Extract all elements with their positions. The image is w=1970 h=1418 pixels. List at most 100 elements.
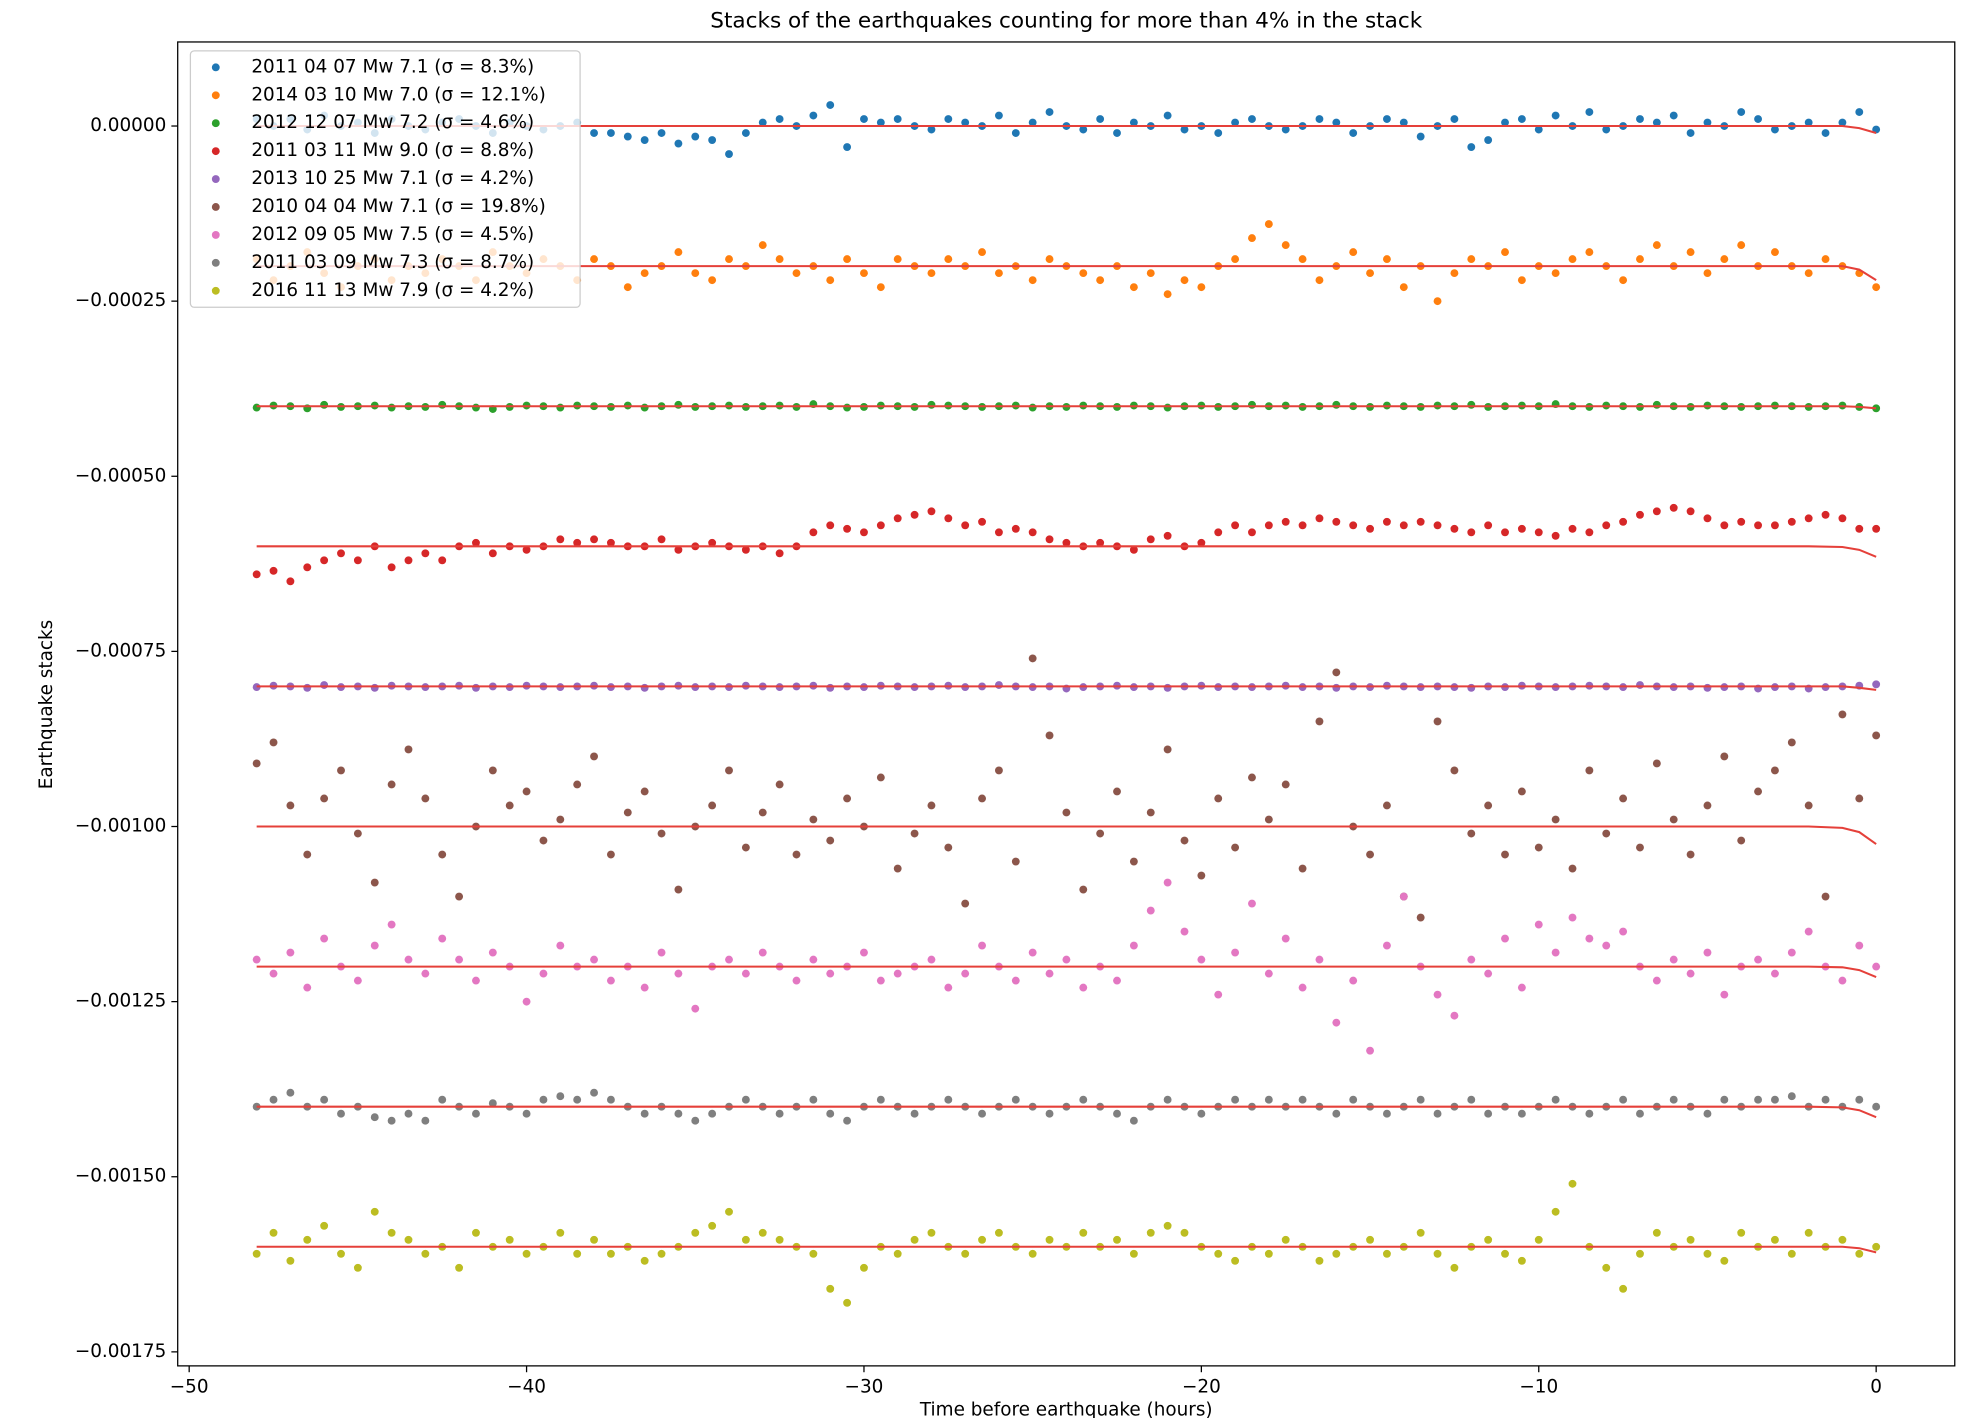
point [674, 400, 683, 409]
point [893, 115, 902, 123]
point [1433, 521, 1442, 530]
point [1298, 864, 1307, 873]
point [1248, 234, 1256, 243]
point [623, 132, 632, 141]
fit-line [256, 965, 1877, 979]
point [876, 118, 885, 127]
point [741, 969, 750, 978]
legend-marker [211, 203, 220, 211]
y-tick-label: −0.00100 [75, 816, 166, 837]
point [421, 1116, 430, 1125]
point [978, 941, 986, 950]
point [590, 129, 598, 137]
point [1484, 521, 1493, 530]
point [1399, 283, 1408, 292]
point [657, 129, 666, 137]
point [455, 955, 464, 964]
point [691, 1004, 700, 1013]
x-tick-label: −20 [1182, 1376, 1221, 1397]
point [1669, 955, 1678, 964]
point [1062, 808, 1071, 817]
point [1248, 899, 1256, 908]
point [1838, 710, 1847, 719]
legend-marker [211, 175, 220, 183]
point [826, 836, 835, 845]
legend-label: 2010 04 04 Mw 7.1 (σ = 19.8%) [251, 196, 546, 217]
point [1703, 269, 1712, 278]
point [1838, 1235, 1847, 1244]
point [944, 514, 953, 523]
point [269, 566, 278, 575]
point [1399, 118, 1408, 127]
point [1855, 941, 1864, 950]
point [961, 899, 970, 908]
point [1231, 843, 1240, 852]
y-tick-label: −0.00075 [75, 640, 166, 661]
point [1467, 143, 1476, 151]
y-tick-label: −0.00050 [75, 465, 166, 486]
point [1315, 955, 1324, 964]
point [623, 808, 632, 817]
point [1585, 1109, 1594, 1118]
point [1028, 1249, 1037, 1258]
point [809, 528, 818, 537]
point [1129, 941, 1138, 950]
point [320, 1095, 329, 1104]
point [1146, 906, 1155, 915]
point [994, 269, 1003, 278]
point [1231, 948, 1240, 957]
point [438, 850, 447, 859]
point [1720, 752, 1729, 761]
point [674, 1109, 683, 1118]
point [1619, 276, 1628, 285]
point [303, 850, 312, 859]
point [927, 1228, 936, 1237]
point [1028, 276, 1037, 285]
fit-line [256, 405, 1877, 410]
point [1197, 955, 1206, 964]
point [1838, 514, 1847, 523]
point [1804, 1228, 1813, 1237]
point [522, 1109, 531, 1118]
point [758, 808, 767, 817]
point [1787, 738, 1796, 747]
point [421, 794, 430, 803]
point [320, 556, 329, 565]
point [1231, 255, 1240, 264]
point [455, 1263, 464, 1272]
point [978, 1235, 986, 1244]
point [1737, 1228, 1746, 1237]
point [1703, 1249, 1712, 1258]
point [843, 1116, 852, 1125]
point [691, 269, 700, 278]
point [1366, 269, 1374, 278]
point [556, 815, 565, 824]
point [1872, 1102, 1881, 1111]
point [1636, 1249, 1644, 1258]
point [1231, 521, 1240, 530]
point [1619, 1095, 1628, 1104]
point [1720, 990, 1729, 999]
point [606, 538, 615, 547]
point [961, 521, 970, 530]
legend-label: 2013 10 25 Mw 7.1 (σ = 4.2%) [251, 168, 534, 189]
point [1686, 248, 1695, 257]
point [1484, 1235, 1493, 1244]
point [1551, 531, 1560, 540]
point [1652, 241, 1661, 250]
point [1551, 1095, 1560, 1104]
point [1551, 1207, 1560, 1216]
point [1248, 773, 1256, 782]
point [1467, 683, 1476, 692]
point [1079, 1228, 1088, 1237]
point [1298, 983, 1307, 992]
point [1754, 955, 1763, 964]
point [1771, 521, 1779, 530]
point [1703, 514, 1712, 523]
point [1636, 510, 1644, 519]
point [893, 514, 902, 523]
point [1146, 535, 1155, 544]
point [1703, 801, 1712, 810]
point [1585, 934, 1594, 943]
point [1737, 836, 1746, 845]
